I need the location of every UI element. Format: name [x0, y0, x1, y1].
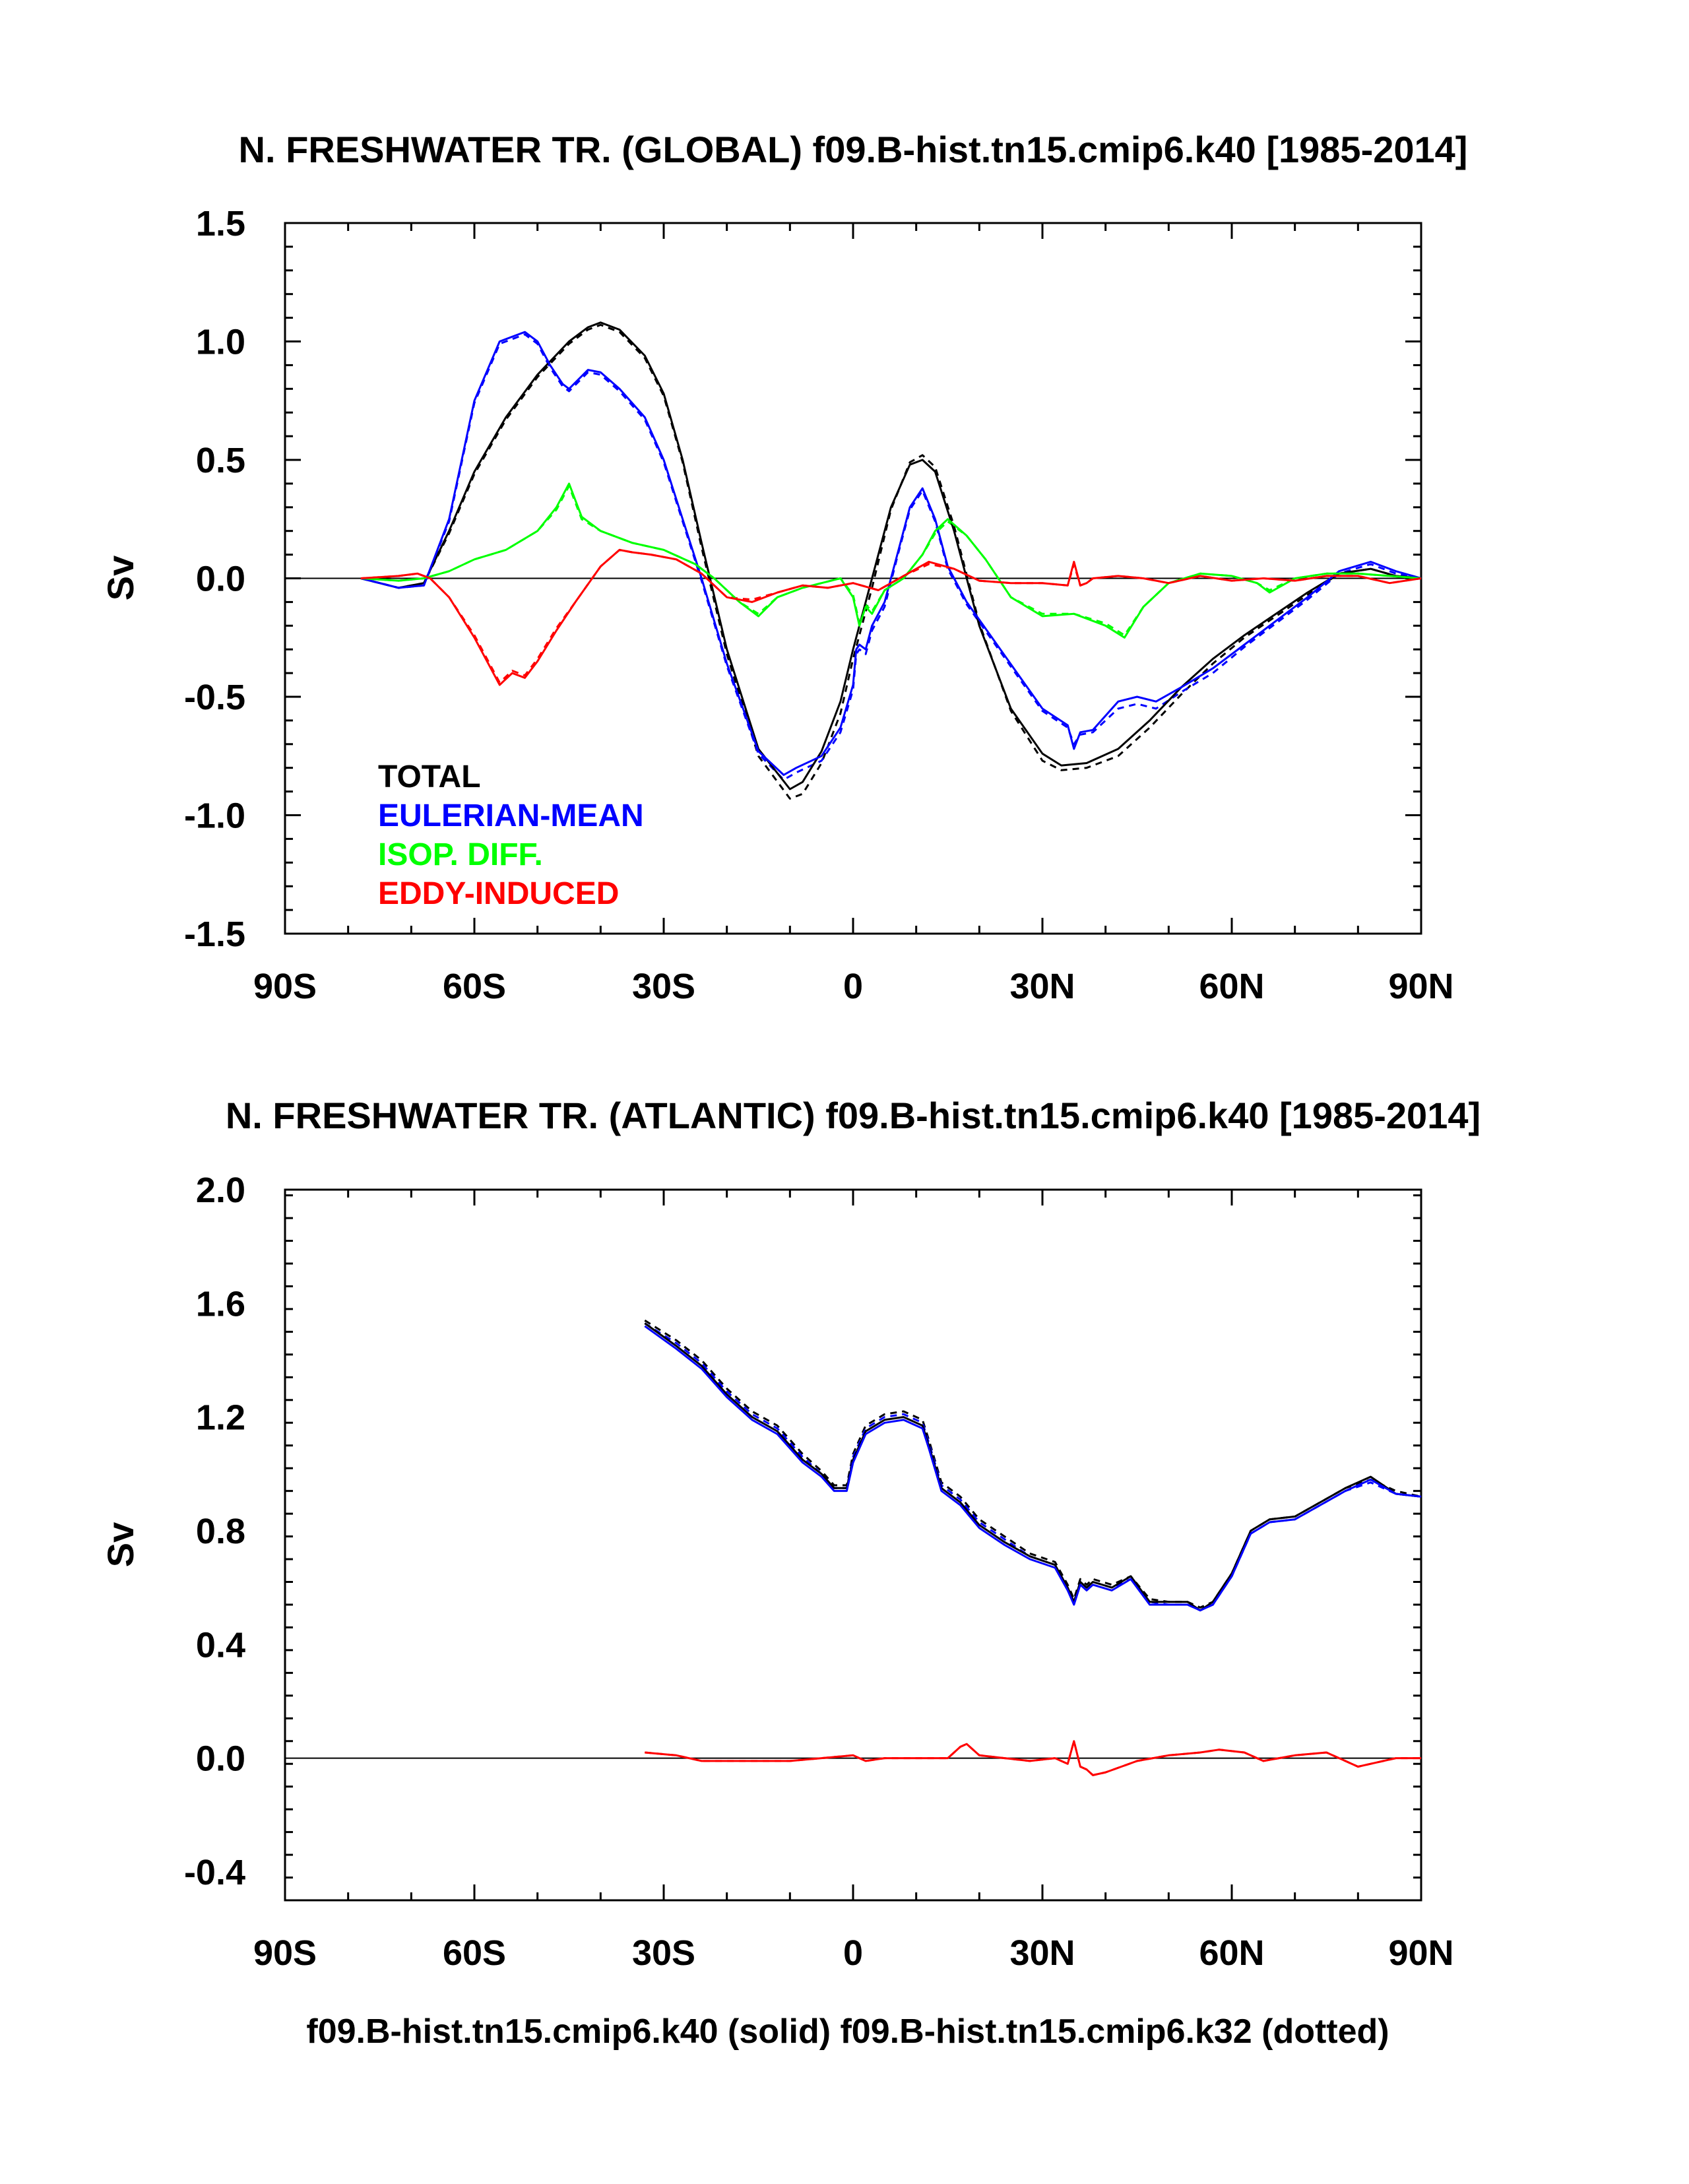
x-tick-label: 30N: [1009, 1933, 1075, 1973]
y-tick-label: 1.6: [196, 1284, 245, 1324]
eulerian-mean-k40-line: [360, 331, 1422, 776]
y-tick-label: -0.5: [184, 678, 245, 717]
x-tick-label: 30S: [632, 1933, 695, 1973]
global-chart-title: N. FRESHWATER TR. (GLOBAL) f09.B-hist.tn…: [239, 129, 1468, 170]
total-k32-line: [644, 1319, 1422, 1609]
eulerian-mean-k32-line: [360, 333, 1422, 781]
total-k40-line: [360, 321, 1422, 790]
x-tick-label: 60N: [1199, 967, 1264, 1006]
atlantic-y-axis-label: Sv: [100, 1522, 141, 1568]
eddy-induced-k32-line: [360, 548, 1422, 684]
eulerian-mean-k32-line: [644, 1322, 1422, 1612]
atlantic-chart-title: N. FRESHWATER TR. (ATLANTIC) f09.B-hist.…: [226, 1095, 1481, 1136]
y-tick-label: 0.8: [196, 1512, 245, 1551]
y-tick-label: 0.0: [196, 560, 245, 599]
legend-isop-diff: ISOP. DIFF.: [378, 837, 543, 872]
y-tick-label: 0.5: [196, 441, 245, 480]
global-tick-marks: [284, 222, 1422, 935]
y-tick-label: -0.4: [184, 1853, 245, 1892]
y-tick-label: 1.5: [196, 204, 245, 243]
atlantic-tick-marks: [284, 1190, 1422, 1902]
y-tick-label: 0.4: [196, 1625, 245, 1665]
x-tick-label: 90S: [253, 967, 317, 1006]
y-tick-label: -1.0: [184, 796, 245, 836]
x-tick-label: 30N: [1009, 967, 1075, 1006]
global-legend: TOTAL EULERIAN-MEAN ISOP. DIFF. EDDY-IND…: [378, 759, 644, 911]
y-tick-label: 1.0: [196, 323, 245, 362]
x-tick-label: 60S: [443, 967, 506, 1006]
x-tick-label: 90N: [1388, 1933, 1453, 1973]
atlantic-plot-frame: [284, 1188, 1422, 1902]
isop-diff-k32-line: [360, 485, 1422, 637]
global-y-axis-label: Sv: [100, 556, 141, 601]
total-k32-line: [360, 323, 1422, 800]
x-tick-label: 90S: [253, 1933, 317, 1973]
x-tick-label: 90N: [1388, 967, 1453, 1006]
x-tick-label: 0: [843, 967, 863, 1006]
footer-caption: f09.B-hist.tn15.cmip6.k40 (solid) f09.B-…: [306, 2012, 1389, 2051]
y-tick-label: 2.0: [196, 1171, 245, 1210]
global-y-tick-labels: -1.5 -1.0 -0.5 0.0 0.5 1.0 1.5: [184, 204, 245, 954]
legend-eddy-induced: EDDY-INDUCED: [378, 876, 619, 911]
atlantic-y-tick-labels: -0.4 0.0 0.4 0.8 1.2 1.6 2.0: [184, 1171, 245, 1892]
x-tick-label: 60N: [1199, 1933, 1264, 1973]
legend-eulerian-mean: EULERIAN-MEAN: [378, 798, 644, 833]
y-tick-label: 1.2: [196, 1398, 245, 1438]
total-k40-line: [644, 1322, 1422, 1612]
global-series: [360, 321, 1422, 800]
y-tick-label: 0.0: [196, 1739, 245, 1779]
atlantic-series: [644, 1319, 1422, 1776]
eulerian-mean-k40-line: [644, 1325, 1422, 1612]
legend-total: TOTAL: [378, 759, 481, 794]
x-tick-label: 0: [843, 1933, 863, 1973]
x-tick-label: 60S: [443, 1933, 506, 1973]
eddy-induced-k40-line: [360, 548, 1422, 686]
x-tick-label: 30S: [632, 967, 695, 1006]
y-tick-label: -1.5: [184, 915, 245, 954]
atlantic-chart-panel: N. FRESHWATER TR. (ATLANTIC) f09.B-hist.…: [100, 1095, 1481, 1973]
isop-diff-k40-line: [360, 482, 1422, 639]
global-chart-panel: N. FRESHWATER TR. (GLOBAL) f09.B-hist.tn…: [100, 129, 1467, 1006]
global-x-tick-labels: 90S 60S 30S 0 30N 60N 90N: [253, 967, 1454, 1006]
eddy-induced-k40-line: [645, 1740, 1421, 1776]
atlantic-x-tick-labels: 90S 60S 30S 0 30N 60N 90N: [253, 1933, 1454, 1973]
